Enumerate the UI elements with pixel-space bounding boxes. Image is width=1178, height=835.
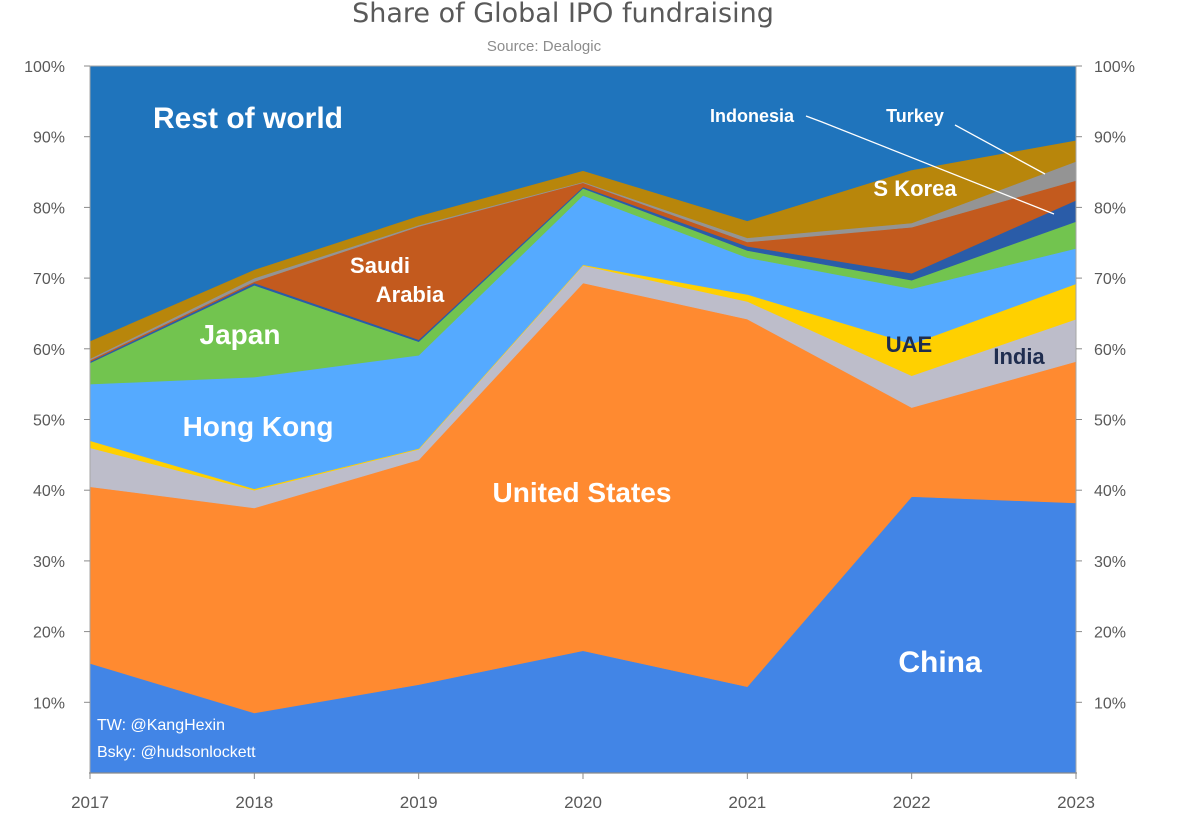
tick-labels: 10% 10% 20% 20% 30% 30% 40% 40% 50% 50% 60% 60% 70% 7… (24, 59, 1135, 812)
right-tick-label: 70% (1094, 271, 1126, 288)
credit: TW: @KangHexin Bsky: @hudsonlockett (97, 717, 256, 761)
right-tick-label: 100% (1094, 59, 1135, 76)
label-s-korea: S Korea (873, 176, 957, 201)
right-tick-label: 80% (1094, 200, 1126, 217)
left-tick-label: 50% (33, 413, 65, 430)
label-turkey: Turkey (886, 106, 944, 126)
credit-line: TW: @KangHexin (97, 717, 225, 734)
chart-subtitle: Source: Dealogic (487, 38, 602, 55)
right-tick-label: 60% (1094, 342, 1126, 359)
label-uae: UAE (886, 332, 932, 357)
chart-title: Share of Global IPO fundraising (352, 0, 774, 29)
x-tick-label: 2022 (893, 793, 931, 812)
label-indonesia: Indonesia (710, 106, 795, 126)
annotation-lines (805, 115, 1055, 215)
x-tick-label: 2023 (1057, 793, 1095, 812)
credit-line: Bsky: @hudsonlockett (97, 744, 256, 761)
left-tick-label: 40% (33, 483, 65, 500)
label-hong-kong: Hong Kong (183, 411, 334, 442)
series-labels: Rest of world Indonesia Turkey S Korea Saudi… (153, 102, 1045, 679)
stacked-areas (89, 65, 1077, 774)
left-tick-label: 70% (33, 271, 65, 288)
left-tick-label: 30% (33, 554, 65, 571)
right-tick-label: 30% (1094, 554, 1126, 571)
left-tick-label: 80% (33, 200, 65, 217)
label-rest-of-world: Rest of world (153, 102, 343, 135)
label-china: China (898, 646, 982, 679)
label-india: India (993, 344, 1045, 369)
x-tick-label: 2019 (400, 793, 438, 812)
left-tick-label: 100% (24, 59, 65, 76)
x-tick-label: 2020 (564, 793, 602, 812)
left-tick-label: 60% (33, 342, 65, 359)
x-tick-label: 2017 (71, 793, 109, 812)
right-tick-label: 90% (1094, 130, 1126, 147)
label-arabia: Arabia (376, 282, 445, 307)
left-tick-label: 10% (33, 695, 65, 712)
left-tick-label: 90% (33, 130, 65, 147)
label-saudi: Saudi (350, 253, 410, 278)
right-tick-label: 50% (1094, 413, 1126, 430)
turkey-leader-line (954, 124, 1046, 175)
x-tick-label: 2018 (235, 793, 273, 812)
x-tick-label: 2021 (728, 793, 766, 812)
right-tick-label: 40% (1094, 483, 1126, 500)
right-tick-label: 20% (1094, 625, 1126, 642)
label-united-states: United States (493, 477, 672, 508)
indonesia-leader-line (805, 115, 1055, 215)
left-tick-label: 20% (33, 625, 65, 642)
label-japan: Japan (200, 319, 281, 350)
right-tick-label: 10% (1094, 695, 1126, 712)
